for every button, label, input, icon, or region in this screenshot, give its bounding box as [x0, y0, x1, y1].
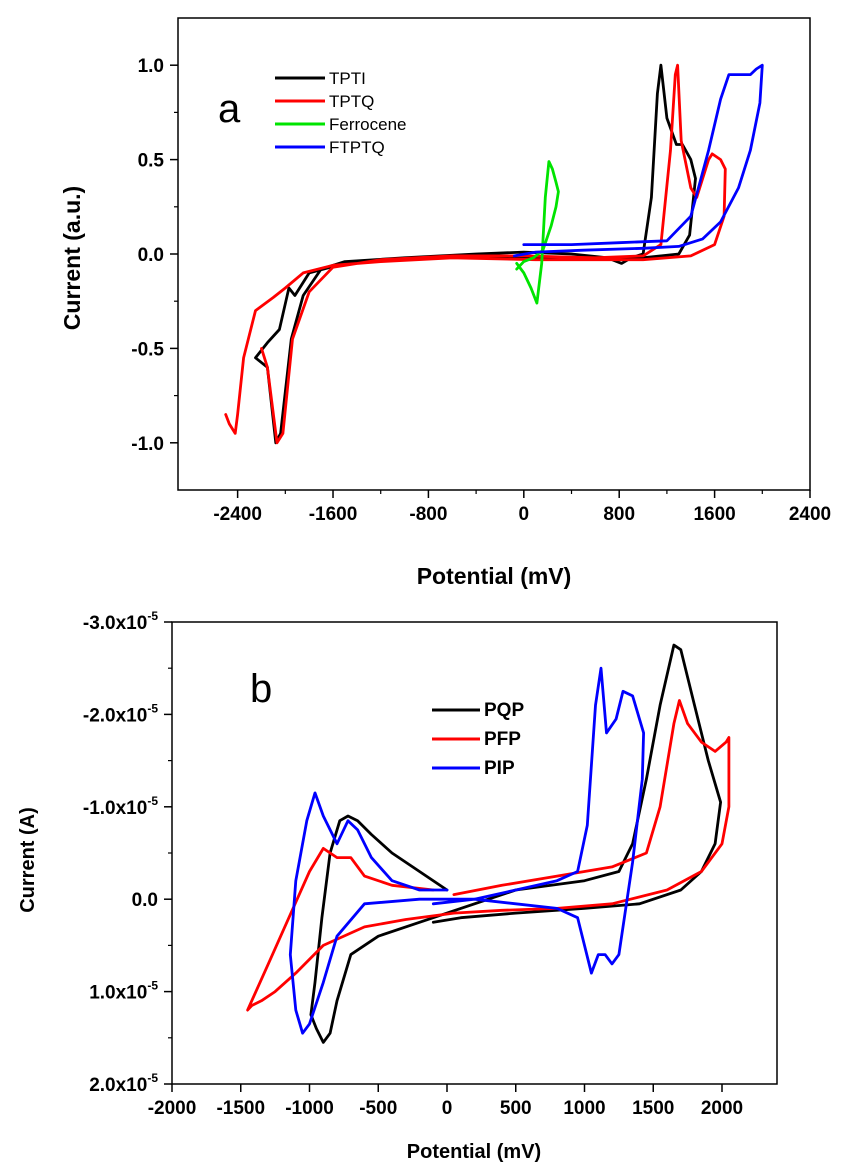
legend-label-tptq: TPTQ [329, 92, 374, 111]
legend-label-pip: PIP [484, 758, 515, 779]
axis-ticks-a: -2400 -1600 -800 0 800 1600 2400 -1.0 -0.5 0.0 0.5… [131, 56, 831, 525]
y-tick-label: 2.0x10-5 [89, 1071, 158, 1096]
legend-label-ferrocene: Ferrocene [329, 115, 406, 134]
y-axis-label-a: Current (a.u.) [59, 186, 85, 330]
x-axis-label-b: Potential (mV) [407, 1141, 541, 1163]
y-tick-label: 0.0 [132, 890, 158, 911]
x-tick-label: -1600 [309, 504, 358, 525]
x-tick-label: 1600 [693, 504, 735, 525]
legend-label-tpti: TPTI [329, 69, 366, 88]
series-line-pfp [246, 699, 731, 1012]
chart-panel-b: -2000 -1500 -1000 -500 0 500 1000 1500 2000 -3.0x… [17, 609, 778, 1163]
x-tick-label: 800 [603, 504, 635, 525]
y-axis-label-b: Current (A) [17, 807, 39, 913]
x-tick-label: -2000 [148, 1098, 197, 1119]
y-tick-label: -2.0x10-5 [83, 701, 158, 726]
y-tick-label: -3.0x10-5 [83, 609, 158, 634]
x-axis-label-a: Potential (mV) [417, 563, 572, 589]
y-tick-label: 1.0 [138, 56, 164, 77]
chart-panel-a: -2400 -1600 -800 0 800 1600 2400 -1.0 -0.5 0.0 0.5… [59, 17, 831, 589]
legend-b: PQP PFP PIP [432, 700, 524, 779]
series-curves-b [246, 643, 731, 1044]
x-tick-label: -1500 [216, 1098, 265, 1119]
x-tick-label: 0 [519, 504, 530, 525]
x-tick-label: 1000 [563, 1098, 605, 1119]
x-tick-label: 1500 [632, 1098, 674, 1119]
x-tick-label: -500 [359, 1098, 397, 1119]
x-tick-label: -800 [409, 504, 447, 525]
y-tick-label: 0.5 [138, 151, 165, 172]
series-line-tptq [224, 63, 727, 445]
y-tick-label: -0.5 [131, 339, 164, 360]
series-line-ferrocene [515, 160, 560, 305]
series-line-tpti [254, 63, 697, 445]
y-tick-label: -1.0x10-5 [83, 794, 158, 819]
y-tick-label: 1.0x10-5 [89, 979, 158, 1004]
series-line-pip [288, 666, 645, 1035]
x-tick-label: -2400 [213, 504, 262, 525]
legend-a: TPTI TPTQ Ferrocene FTPTQ [275, 69, 406, 157]
legend-label-pfp: PFP [484, 729, 521, 750]
y-tick-label: -1.0 [131, 434, 164, 455]
y-tick-label: 0.0 [138, 245, 164, 266]
legend-label-ftptq: FTPTQ [329, 138, 385, 157]
x-tick-label: 500 [500, 1098, 532, 1119]
series-curves-a [224, 63, 764, 445]
panel-label-a: a [218, 87, 241, 131]
legend-label-pqp: PQP [484, 700, 524, 721]
x-tick-label: 2400 [789, 504, 831, 525]
axis-ticks-b: -2000 -1500 -1000 -500 0 500 1000 1500 2000 -3.0x… [83, 609, 743, 1119]
panel-label-b: b [250, 667, 272, 711]
x-tick-label: -1000 [285, 1098, 334, 1119]
x-tick-label: 2000 [701, 1098, 743, 1119]
series-line-ftptq [512, 63, 764, 258]
x-tick-label: 0 [442, 1098, 453, 1119]
